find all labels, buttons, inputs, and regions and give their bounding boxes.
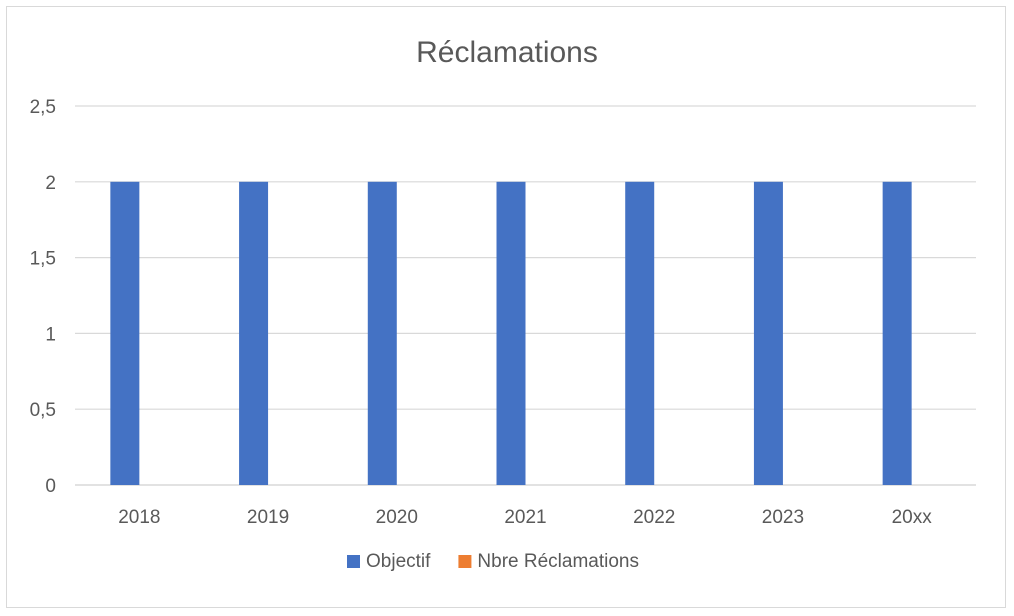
legend-swatch-nbre-reclamations (458, 555, 472, 568)
y-axis-ticks: 0 0,5 1 1,5 2 2,5 (30, 97, 56, 497)
bar-objectif-2022 (625, 181, 655, 486)
legend: Objectif Nbre Réclamations (347, 551, 639, 572)
x-tick-label: 2020 (376, 507, 418, 528)
legend-swatch-objectif (347, 555, 360, 568)
x-tick-label: 2021 (504, 507, 546, 528)
y-tick-label: 0,5 (30, 400, 56, 421)
bar-objectif-2023 (753, 181, 783, 486)
x-tick-label: 20xx (892, 507, 933, 528)
bar-objectif-20xx (882, 181, 912, 486)
x-tick-label: 2019 (247, 507, 289, 528)
bar-objectif-2020 (367, 181, 397, 486)
x-tick-label: 2022 (633, 507, 675, 528)
x-tick-label: 2018 (118, 507, 160, 528)
legend-label-objectif: Objectif (366, 551, 431, 572)
bar-objectif-2019 (239, 181, 269, 486)
y-tick-label: 0 (45, 476, 56, 497)
y-tick-label: 2,5 (30, 97, 56, 118)
y-tick-label: 1 (45, 324, 56, 345)
x-axis-ticks: 2018 2019 2020 2021 2022 2023 20xx (118, 507, 932, 528)
y-tick-label: 2 (45, 173, 56, 194)
x-tick-label: 2023 (762, 507, 804, 528)
bars (110, 181, 912, 486)
legend-label-nbre-reclamations: Nbre Réclamations (477, 551, 639, 572)
chart-title: Réclamations (416, 36, 598, 69)
y-tick-label: 1,5 (30, 249, 56, 270)
bar-objectif-2018 (110, 181, 140, 486)
bar-objectif-2021 (496, 181, 526, 486)
